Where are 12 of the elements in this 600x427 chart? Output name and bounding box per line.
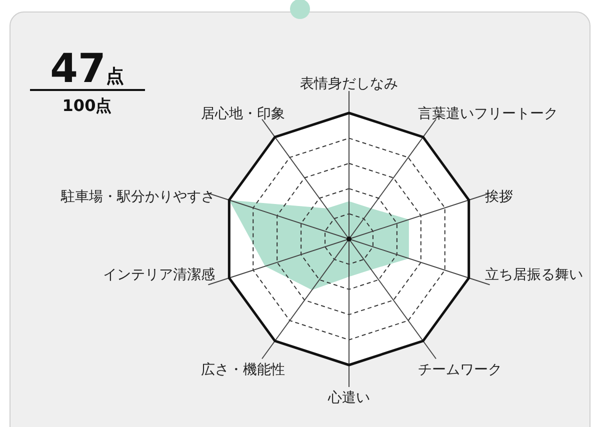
- spoke-label: インテリア清潔感: [103, 266, 216, 283]
- spoke-label: 立ち居振る舞い: [484, 266, 583, 283]
- spoke-label: 心遣い: [327, 390, 370, 406]
- spoke-label: チームワーク: [418, 362, 502, 378]
- spoke-label: 挨拶: [484, 189, 513, 206]
- spoke-label: 駐車場・駅分かりやすさ: [60, 189, 216, 206]
- spoke-label: 広さ・機能性: [200, 362, 285, 378]
- text: 100点: [62, 96, 112, 115]
- spoke-label: 表情身だしなみ: [300, 76, 398, 92]
- spoke-label: 居心地・印象: [200, 106, 285, 122]
- spoke-label: 言葉遣いフリートーク: [418, 106, 558, 122]
- text: 47点: [50, 46, 124, 92]
